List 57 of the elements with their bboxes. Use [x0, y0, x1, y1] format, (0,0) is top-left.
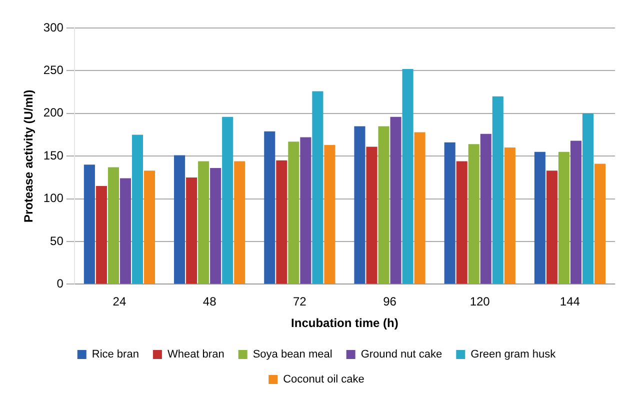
bar — [378, 126, 390, 284]
legend-label: Coconut oil cake — [283, 374, 364, 386]
legend-label: Ground nut cake — [360, 348, 442, 361]
bar — [108, 167, 119, 284]
legend-label: Rice bran — [92, 348, 139, 361]
x-tick-label: 48 — [202, 294, 217, 309]
bar — [492, 96, 504, 284]
x-tick-label: 96 — [383, 294, 397, 309]
bar — [198, 161, 210, 284]
bar — [174, 155, 186, 284]
bar — [300, 137, 312, 284]
bar — [276, 160, 288, 284]
x-tick-label: 120 — [470, 294, 490, 309]
bar — [534, 152, 546, 284]
y-tick-label: 300 — [43, 20, 64, 34]
x-tick-label: 144 — [560, 294, 580, 309]
y-tick-label: 50 — [50, 234, 64, 248]
bar — [144, 170, 156, 284]
bar — [324, 145, 336, 284]
bar — [390, 116, 402, 284]
x-tick-label: 24 — [112, 294, 126, 309]
y-axis-title: Protease activity (U/ml) — [22, 90, 36, 222]
bar — [222, 116, 234, 284]
y-tick-label: 150 — [43, 148, 64, 162]
bar — [444, 142, 456, 284]
bar — [456, 161, 468, 284]
bar — [210, 168, 222, 284]
bar — [480, 134, 492, 284]
bar — [186, 177, 198, 284]
bar — [468, 144, 480, 284]
bar — [366, 146, 378, 284]
bar — [558, 152, 570, 284]
bar — [96, 186, 107, 284]
bar — [234, 161, 246, 284]
y-tick-label: 200 — [43, 106, 64, 120]
y-tick-label: 100 — [43, 191, 64, 206]
legend-label: Wheat bran — [167, 348, 224, 361]
x-tick-label: 72 — [292, 294, 307, 309]
bar — [354, 126, 366, 284]
bar — [264, 131, 276, 284]
bar — [402, 68, 414, 284]
y-tick-label: 250 — [43, 63, 64, 78]
bar — [288, 142, 300, 284]
bar — [504, 148, 516, 284]
bar — [312, 91, 324, 284]
bar — [594, 164, 606, 284]
x-axis-title: Incubation time (h) — [291, 316, 398, 330]
bar — [120, 178, 131, 284]
bar — [582, 113, 594, 284]
bar — [546, 170, 558, 284]
bar — [84, 164, 95, 284]
bar — [132, 134, 144, 284]
legend-label: Green gram husk — [470, 348, 556, 361]
y-tick-label: 0 — [56, 276, 64, 291]
legend-label: Soya bean meal — [252, 348, 332, 361]
bar — [414, 132, 426, 284]
bar — [570, 140, 582, 284]
